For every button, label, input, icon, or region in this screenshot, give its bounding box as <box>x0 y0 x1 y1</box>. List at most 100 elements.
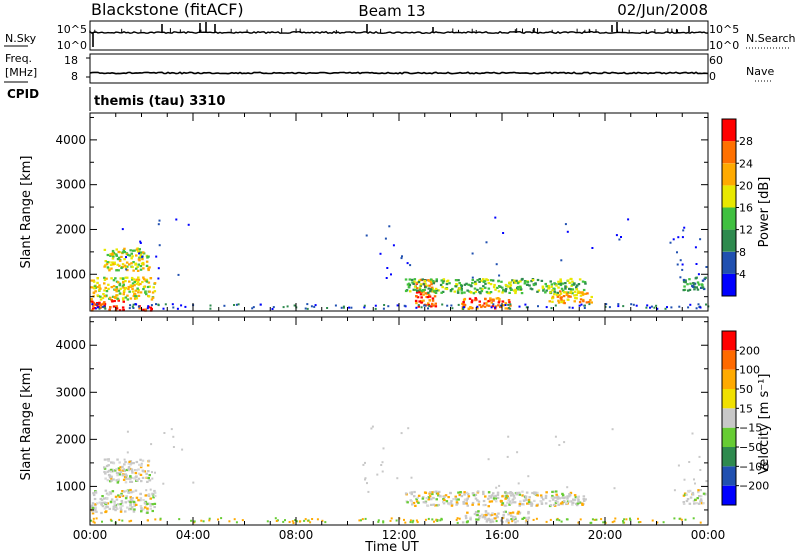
sparse-echo-cell <box>135 479 138 482</box>
ground-scatter-cell <box>374 304 377 307</box>
power-cell <box>419 278 423 281</box>
ground-scatter-cell <box>299 520 302 523</box>
power-cell <box>425 295 428 298</box>
velocity-cell <box>119 509 123 512</box>
power-cell <box>445 283 449 286</box>
power-cell <box>556 295 560 298</box>
power-cell <box>110 299 113 302</box>
ground-scatter-cell <box>637 521 640 524</box>
power-cell <box>562 299 566 302</box>
power-cell <box>509 284 513 287</box>
velocity-cell <box>514 517 517 520</box>
panel-frame <box>89 112 709 312</box>
sparse-echo-cell <box>123 458 126 461</box>
power-cell <box>151 291 155 294</box>
power-cell <box>139 282 142 286</box>
ground-scatter-cell <box>276 519 279 522</box>
power-cell <box>434 305 438 308</box>
velocity-cell <box>688 502 692 505</box>
velocity-cell <box>438 490 441 493</box>
velocity-cell <box>115 479 118 482</box>
sparse-echo-cell <box>157 277 160 280</box>
power-cell <box>110 286 113 289</box>
velocity-cell <box>502 511 506 514</box>
velocity-cell <box>687 489 690 493</box>
power-cell <box>93 286 96 290</box>
power-cell <box>427 291 430 294</box>
power-cell <box>692 282 695 285</box>
power-cell <box>424 286 427 289</box>
velocity-cell <box>458 493 461 497</box>
sparse-echo-cell <box>527 475 530 478</box>
velocity-cell <box>533 491 536 494</box>
power-cell <box>153 290 157 293</box>
velocity-cell <box>452 498 455 501</box>
velocity-cell <box>144 494 147 497</box>
power-cell <box>421 278 424 281</box>
velocity-cell <box>111 468 114 471</box>
velocity-cell <box>556 497 559 500</box>
power-cell <box>574 297 577 300</box>
power-cell <box>111 295 115 298</box>
sparse-echo-cell <box>682 229 685 232</box>
power-cell <box>102 293 105 296</box>
ground-scatter-cell <box>424 304 427 307</box>
velocity-cell <box>528 502 531 505</box>
ground-scatter-cell <box>580 303 583 306</box>
power-cell <box>132 278 136 281</box>
power-cell <box>581 291 584 294</box>
power-cell <box>136 287 139 290</box>
power-cell <box>103 265 106 268</box>
ground-scatter-cell <box>602 521 605 524</box>
velocity-cell <box>110 475 113 478</box>
power-cell <box>137 283 141 286</box>
velocity-colorbar-label: Velocity [m s⁻¹] <box>757 374 772 475</box>
sparse-echo-cell <box>558 444 561 446</box>
power-cell <box>575 286 578 289</box>
velocity-cell <box>567 495 571 498</box>
ground-scatter-cell <box>635 304 638 307</box>
ground-scatter-cell <box>611 521 614 524</box>
ground-scatter-cell <box>684 518 687 521</box>
power-cell <box>432 279 435 283</box>
power-cell <box>431 297 435 300</box>
ground-scatter-cell <box>374 307 377 310</box>
ground-scatter-cell <box>554 304 557 307</box>
velocity-colorbar-tick-label: 50 <box>739 383 753 396</box>
ground-scatter-cell <box>130 519 133 522</box>
velocity-cell <box>482 490 485 493</box>
sparse-echo-cell <box>364 477 367 480</box>
power-cell <box>530 280 533 283</box>
power-cell <box>557 301 561 304</box>
power-cell <box>696 281 700 284</box>
velocity-cell <box>574 496 578 499</box>
velocity-cell <box>535 504 539 507</box>
power-cell <box>117 250 120 253</box>
power-cell <box>585 301 589 304</box>
ground-scatter-cell <box>697 303 700 306</box>
velocity-cell <box>518 493 522 496</box>
ground-scatter-cell <box>451 307 454 310</box>
velocity-cell <box>524 521 528 524</box>
power-cell <box>493 283 496 287</box>
power-cell <box>515 279 518 282</box>
ground-scatter-cell <box>176 307 179 310</box>
velocity-cell <box>496 496 500 499</box>
power-cell <box>123 258 126 261</box>
ground-scatter-cell <box>670 306 673 309</box>
velocity-colorbar-tick-label: 100 <box>739 364 760 377</box>
velocity-cell <box>142 470 145 473</box>
power-colorbar-tick-label: 8 <box>739 246 746 259</box>
velocity-cell <box>91 512 95 515</box>
velocity-cell <box>119 503 122 506</box>
ground-scatter-cell <box>591 518 594 521</box>
velocity-cell <box>466 497 469 500</box>
power-colorbar-swatch <box>722 251 736 274</box>
velocity-cell <box>455 503 458 506</box>
power-cell <box>123 251 127 254</box>
ground-scatter-cell <box>235 303 238 306</box>
power-cell <box>115 287 119 290</box>
velocity-cell <box>94 490 98 493</box>
power-colorbar-tick-label: 24 <box>739 157 753 170</box>
ground-scatter-cell <box>291 520 294 523</box>
